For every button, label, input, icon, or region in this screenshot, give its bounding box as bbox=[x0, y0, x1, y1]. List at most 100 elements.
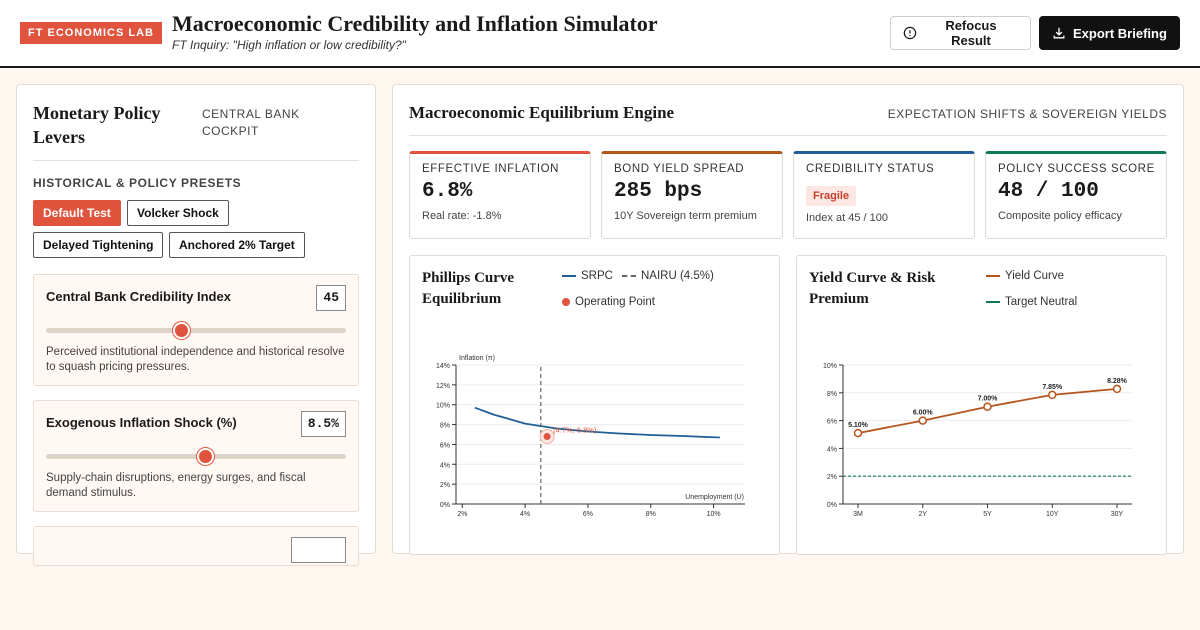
presets-label: HISTORICAL & POLICY PRESETS bbox=[33, 176, 242, 190]
legend-target-neutral: Target Neutral bbox=[986, 296, 1077, 308]
export-briefing-button[interactable]: Export Briefing bbox=[1039, 16, 1180, 50]
y-axis-label: Inflation (π) bbox=[459, 355, 495, 362]
shock-value-field[interactable]: 8.5% bbox=[300, 411, 346, 437]
kpi-subtext: Index at 45 / 100 bbox=[806, 212, 888, 224]
legend-nairu: NAIRU (4.5%) bbox=[622, 270, 714, 282]
brand-badge: FT ECONOMICS LAB bbox=[20, 22, 162, 44]
y-tick-label: 10% bbox=[823, 363, 837, 370]
yield-data-label: 7.85% bbox=[1042, 384, 1063, 391]
top-bar: FT ECONOMICS LAB Macroeconomic Credibili… bbox=[0, 0, 1200, 68]
x-tick-label: 3M bbox=[853, 511, 863, 516]
shock-slider-thumb[interactable] bbox=[196, 448, 214, 465]
lever-label: Exogenous Inflation Shock (%) bbox=[46, 415, 237, 430]
y-tick-label: 2% bbox=[440, 482, 450, 489]
divider bbox=[409, 135, 1167, 136]
x-tick-label: 10Y bbox=[1046, 511, 1059, 516]
credibility-lever: Central Bank Credibility Index 45 Percei… bbox=[33, 274, 359, 386]
monetary-policy-panel: Monetary Policy Levers CENTRAL BANK COCK… bbox=[16, 84, 376, 566]
credibility-value-field[interactable]: 45 bbox=[316, 285, 346, 311]
download-icon bbox=[1053, 27, 1065, 39]
legend-swatch bbox=[562, 275, 576, 277]
divider bbox=[33, 160, 359, 161]
y-tick-label: 14% bbox=[436, 363, 450, 370]
kpi-value: 6.8% bbox=[422, 180, 473, 203]
panel-title: Monetary Policy Levers bbox=[33, 103, 161, 147]
next-lever-value-field[interactable] bbox=[291, 537, 346, 563]
status-badge: Fragile bbox=[806, 186, 857, 206]
phillips-curve-card: Phillips Curve Equilibrium SRPC NAIRU (4… bbox=[409, 255, 780, 555]
legend-operating-point: Operating Point bbox=[562, 296, 655, 308]
kpi-value: 285 bps bbox=[614, 180, 703, 203]
legend-label: SRPC bbox=[581, 270, 613, 282]
panel-tag: CENTRAL BANK COCKPIT bbox=[202, 107, 300, 138]
lever-description: Perceived institutional independence and… bbox=[46, 346, 345, 373]
app-subtitle: FT Inquiry: "High inflation or low credi… bbox=[172, 38, 406, 52]
srpc-line bbox=[474, 406, 720, 439]
x-tick-label: 2Y bbox=[918, 511, 927, 516]
chart-title: Phillips Curve Equilibrium bbox=[422, 270, 515, 307]
yield-curve-card: Yield Curve & Risk Premium Yield Curve T… bbox=[796, 255, 1167, 555]
equilibrium-engine-panel: Macroeconomic Equilibrium Engine EXPECTA… bbox=[392, 84, 1184, 555]
preset-volcker-shock[interactable]: Volcker Shock bbox=[127, 200, 229, 226]
y-tick-label: 0% bbox=[440, 502, 450, 509]
yield-data-label: 7.00% bbox=[978, 396, 999, 403]
preset-default-test[interactable]: Default Test bbox=[33, 200, 121, 226]
kpi-label: CREDIBILITY STATUS bbox=[806, 163, 935, 175]
lever-description: Supply-chain disruptions, energy surges,… bbox=[46, 472, 306, 499]
yield-chart-plot: 0% 2% 4% 6% 8% 10% 3M 2Y 5Y 10Y 30Y 5.10% 6.00% 7.00%… bbox=[823, 363, 1132, 516]
y-tick-label: 10% bbox=[436, 403, 450, 410]
yield-data-label: 5.10% bbox=[848, 422, 869, 429]
y-tick-label: 6% bbox=[827, 419, 837, 426]
yield-point bbox=[983, 402, 992, 411]
export-label: Export Briefing bbox=[1073, 25, 1167, 41]
x-tick-label: 2% bbox=[457, 511, 467, 516]
y-tick-label: 6% bbox=[440, 442, 450, 449]
y-tick-label: 8% bbox=[440, 423, 450, 430]
x-tick-label: 10% bbox=[707, 511, 721, 516]
lever-label: Central Bank Credibility Index bbox=[46, 289, 231, 304]
kpi-credibility-status: CREDIBILITY STATUS Fragile Index at 45 /… bbox=[793, 151, 975, 239]
preset-delayed-tightening[interactable]: Delayed Tightening bbox=[33, 232, 164, 258]
yield-point bbox=[1048, 390, 1057, 400]
legend-label: NAIRU (4.5%) bbox=[641, 270, 714, 282]
refocus-result-button[interactable]: Refocus Result bbox=[890, 16, 1031, 50]
legend-label: Target Neutral bbox=[1005, 296, 1078, 308]
kpi-label: POLICY SUCCESS SCORE bbox=[998, 163, 1155, 175]
x-tick-label: 5Y bbox=[983, 511, 992, 516]
credibility-slider-thumb[interactable] bbox=[172, 322, 190, 339]
kpi-effective-inflation: EFFECTIVE INFLATION 6.8% Real rate: -1.8… bbox=[409, 151, 591, 239]
preset-anchored-target[interactable]: Anchored 2% Target bbox=[169, 232, 305, 258]
phillips-chart-plot: 0% 2% 4% 6% 8% 10% 12% 14% 2% 4% 6% 8% 10% Inflation … bbox=[436, 355, 745, 516]
kpi-value: 48 / 100 bbox=[998, 180, 1099, 203]
yield-data-label: 6.00% bbox=[913, 410, 934, 417]
legend-label: Operating Point bbox=[575, 296, 655, 308]
kpi-subtext: Real rate: -1.8% bbox=[422, 210, 502, 222]
legend-srpc: SRPC bbox=[562, 270, 613, 282]
y-tick-label: 0% bbox=[827, 502, 837, 509]
y-tick-label: 2% bbox=[827, 474, 837, 481]
x-tick-label: 30Y bbox=[1111, 511, 1124, 516]
x-tick-label: 4% bbox=[520, 511, 530, 516]
y-tick-label: 12% bbox=[436, 383, 450, 390]
x-axis-label: Unemployment (U) bbox=[685, 494, 744, 501]
panel-tag: EXPECTATION SHIFTS & SOVEREIGN YIELDS bbox=[887, 107, 1167, 121]
y-tick-label: 8% bbox=[827, 391, 837, 398]
kpi-label: EFFECTIVE INFLATION bbox=[422, 163, 560, 175]
yield-point bbox=[1112, 384, 1122, 394]
slider-track[interactable] bbox=[46, 328, 346, 333]
panel-title: Macroeconomic Equilibrium Engine bbox=[409, 103, 675, 122]
slider-track[interactable] bbox=[46, 454, 346, 459]
kpi-policy-success-score: POLICY SUCCESS SCORE 48 / 100 Composite … bbox=[985, 151, 1167, 239]
chart-title: Yield Curve & Risk Premium bbox=[809, 270, 936, 307]
legend-swatch bbox=[986, 275, 1000, 277]
app-title: Macroeconomic Credibility and Inflation … bbox=[172, 11, 658, 36]
inflation-shock-lever: Exogenous Inflation Shock (%) 8.5% Suppl… bbox=[33, 400, 359, 512]
yield-data-label: 8.28% bbox=[1107, 378, 1128, 385]
yield-point bbox=[853, 428, 863, 438]
x-tick-label: 8% bbox=[646, 511, 656, 516]
legend-swatch bbox=[622, 275, 636, 277]
kpi-bond-yield-spread: BOND YIELD SPREAD 285 bps 10Y Sovereign … bbox=[601, 151, 783, 239]
y-tick-label: 4% bbox=[440, 462, 450, 469]
info-circle-icon bbox=[903, 26, 917, 40]
operating-point-label: (4.7%, 6.8%) bbox=[553, 425, 597, 434]
